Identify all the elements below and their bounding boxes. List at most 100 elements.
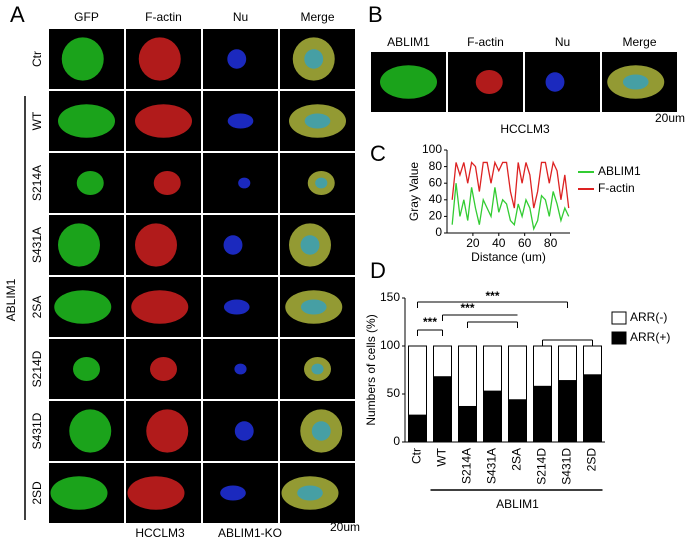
cell [50, 476, 108, 510]
cell [131, 290, 189, 324]
cell [76, 171, 104, 195]
nucleus [304, 113, 331, 129]
bar-segment [408, 414, 427, 443]
cell [380, 65, 437, 99]
nucleus [234, 363, 247, 375]
column-header: F-actin [145, 10, 182, 24]
x-tick-label: 60 [518, 236, 532, 250]
nucleus [297, 485, 323, 501]
line-series [451, 183, 570, 231]
nucleus [234, 421, 254, 441]
bar-segment [508, 345, 527, 401]
row-label: S214A [30, 165, 44, 201]
bar-segment [558, 380, 577, 443]
y-axis-label: Gray Value [407, 162, 421, 221]
bar-segment [433, 376, 452, 443]
nucleus [238, 177, 251, 189]
panel-letter: D [370, 258, 386, 283]
caption: HCCLM3 [500, 122, 550, 136]
x-tick-label: S214D [535, 448, 549, 485]
row-label: S214D [30, 350, 44, 387]
nucleus [315, 177, 328, 189]
x-tick-label: 40 [492, 236, 506, 250]
nucleus [545, 72, 565, 92]
line-series [451, 160, 570, 209]
bar-segment [408, 345, 427, 416]
bar-segment [483, 390, 502, 443]
x-tick-label: S214A [460, 448, 474, 484]
row-label: 2SD [30, 481, 44, 505]
row-label: S431D [30, 412, 44, 449]
y-tick-label: 60 [429, 175, 443, 189]
nucleus [223, 299, 250, 315]
bar-segment [458, 405, 477, 443]
column-header: GFP [74, 10, 99, 24]
column-header: Merge [300, 10, 334, 24]
cell [135, 104, 192, 138]
y-axis-label: Numbers of cells (%) [364, 314, 378, 425]
x-tick-label: S431A [485, 448, 499, 484]
y-tick-label: 150 [380, 290, 400, 304]
legend-swatch [611, 331, 627, 345]
panel-letter: A [10, 2, 25, 27]
x-tick-label: 2SA [510, 448, 524, 471]
row-label: S431A [30, 227, 44, 263]
nucleus [311, 363, 324, 375]
nucleus [622, 74, 649, 90]
bar-segment [583, 374, 602, 443]
x-tick-label: 2SD [585, 448, 599, 472]
nucleus [227, 113, 254, 129]
bar-segment [483, 345, 502, 392]
cell [58, 104, 115, 138]
bar-segment [583, 345, 602, 376]
column-header: Nu [233, 10, 248, 24]
cell [150, 357, 177, 381]
y-tick-label: 20 [429, 209, 443, 223]
cell [475, 70, 503, 94]
x-tick-label: 80 [544, 236, 558, 250]
cell [153, 171, 181, 195]
cell [58, 223, 100, 267]
scale-label: 20um [655, 111, 685, 125]
bar-segment [508, 399, 527, 443]
column-header: F-actin [467, 35, 504, 49]
nucleus [300, 299, 327, 315]
nucleus [220, 485, 246, 501]
cell [138, 37, 181, 81]
caption: HCCLM3 [135, 526, 185, 540]
x-axis-label: Distance (um) [471, 250, 546, 264]
y-tick-label: 80 [429, 159, 443, 173]
y-tick-label: 100 [380, 338, 400, 352]
cell [127, 476, 185, 510]
row-label: 2SA [30, 296, 44, 319]
row-label: WT [30, 111, 44, 130]
bar-segment [433, 345, 452, 378]
scale-label: 20um [330, 520, 360, 534]
column-header: Nu [555, 35, 570, 49]
column-header: ABLIM1 [387, 35, 430, 49]
y-tick-label: 0 [435, 225, 442, 239]
significance: *** [485, 289, 499, 303]
bar-segment [558, 345, 577, 382]
nucleus [311, 421, 331, 441]
cell [135, 223, 177, 267]
x-tick-label: WT [435, 447, 449, 466]
significance: *** [460, 301, 474, 315]
legend-label: ARR(+) [630, 330, 670, 344]
panel-letter: C [370, 141, 386, 166]
cell [61, 37, 104, 81]
y-tick-label: 50 [387, 386, 401, 400]
group-label: ABLIM1 [496, 497, 539, 511]
caption: ABLIM1-KO [218, 526, 282, 540]
legend-swatch [611, 311, 627, 325]
column-header: Merge [622, 35, 656, 49]
cell [146, 409, 189, 453]
panel-letter: B [368, 2, 383, 27]
x-tick-label: Ctr [410, 448, 424, 464]
row-label: Ctr [30, 51, 44, 67]
y-tick-label: 40 [429, 192, 443, 206]
group-label: ABLIM1 [4, 278, 18, 321]
significance: *** [423, 315, 437, 329]
legend-label: ABLIM1 [598, 164, 641, 178]
